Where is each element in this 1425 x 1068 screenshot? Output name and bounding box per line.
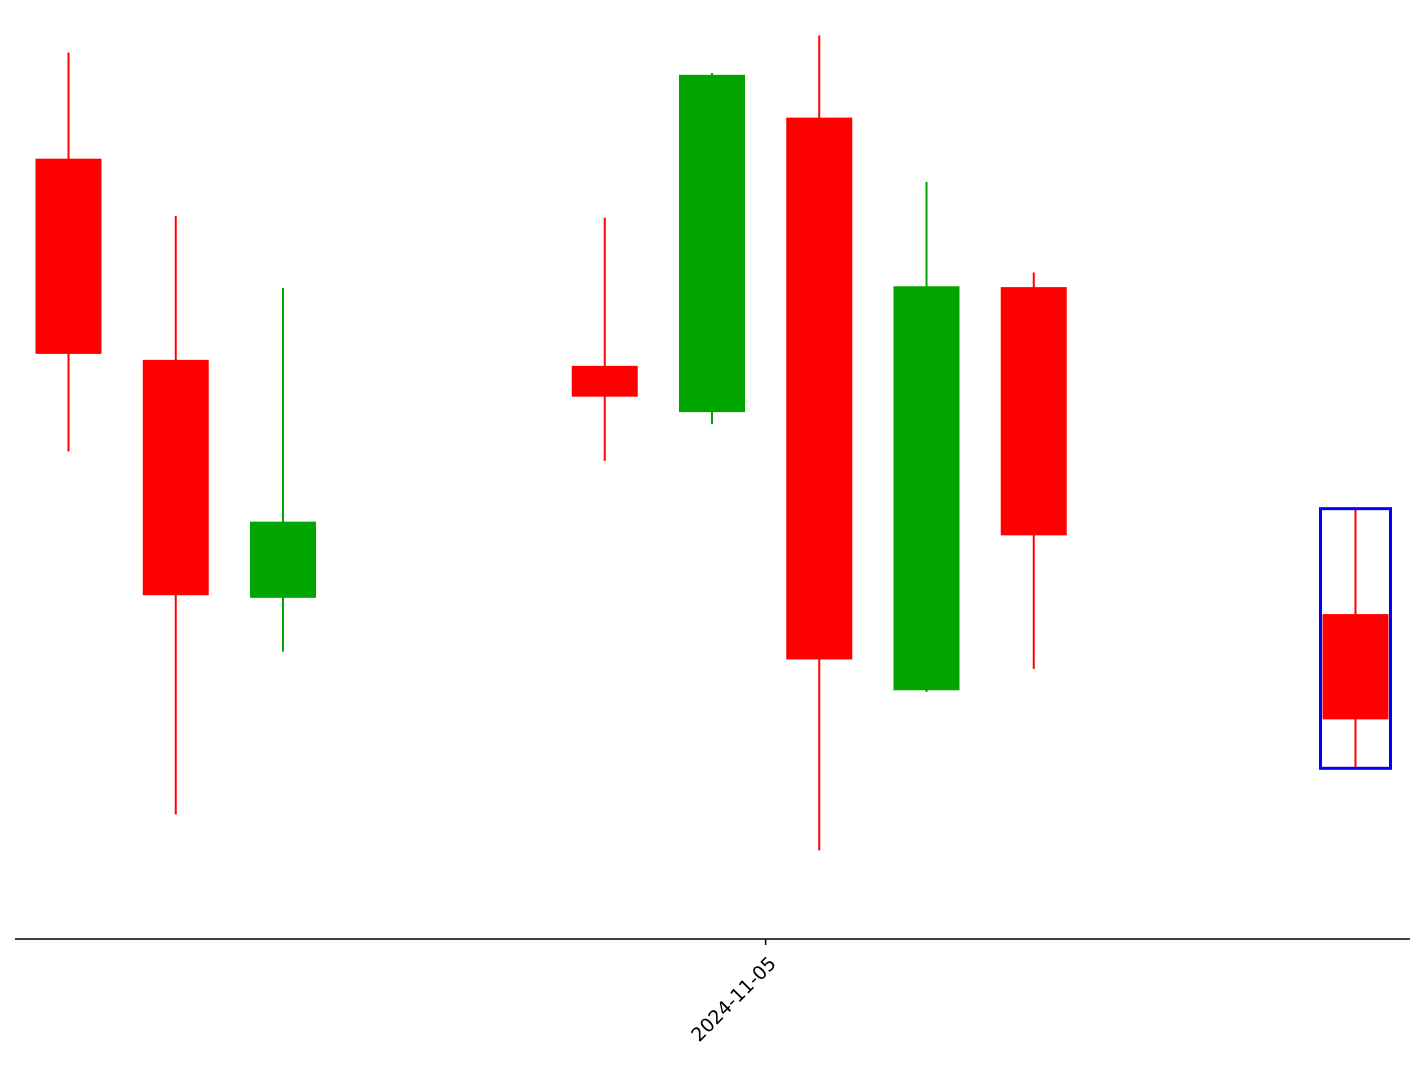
candle — [679, 73, 745, 425]
candle — [893, 181, 960, 692]
candle-body-down — [571, 365, 638, 397]
candle-body-down — [142, 359, 209, 596]
candle — [786, 35, 853, 851]
candle — [571, 217, 638, 461]
candle-body-up — [250, 521, 316, 598]
candle — [1000, 272, 1067, 669]
candle — [1322, 509, 1389, 768]
candle-body-down — [1322, 614, 1389, 720]
x-axis-ticks: 2024-11-05 — [687, 939, 781, 1046]
highlight-box — [1319, 507, 1392, 770]
candle — [250, 287, 316, 652]
candle-body-down — [35, 158, 102, 354]
candle-body-up — [679, 74, 745, 413]
candle — [142, 216, 209, 815]
candle-body-up — [893, 286, 960, 691]
candles-layer — [35, 35, 1389, 851]
x-tick-label: 2024-11-05 — [687, 953, 781, 1047]
highlight-layer — [1319, 507, 1392, 770]
candle-body-down — [786, 117, 853, 660]
candle-body-down — [1000, 287, 1067, 536]
candle — [35, 52, 102, 452]
